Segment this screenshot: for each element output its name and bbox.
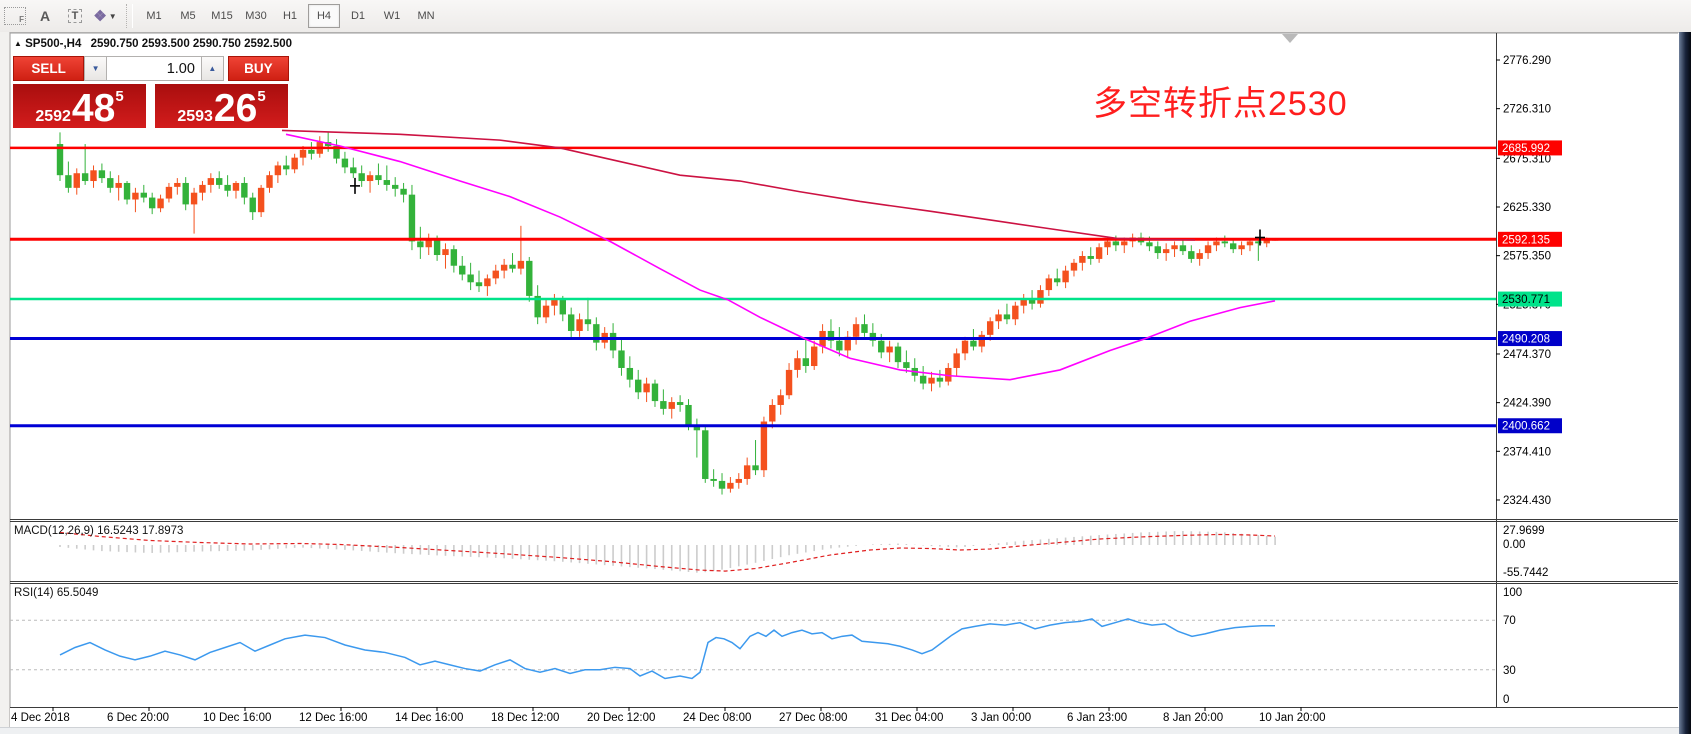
- sell-price-small: 2592: [35, 108, 71, 125]
- svg-text:24 Dec 08:00: 24 Dec 08:00: [683, 712, 751, 724]
- svg-text:2575.350: 2575.350: [1503, 251, 1551, 263]
- svg-text:2776.290: 2776.290: [1503, 55, 1551, 67]
- svg-text:18 Dec 12:00: 18 Dec 12:00: [491, 712, 559, 724]
- svg-text:2592.135: 2592.135: [1502, 234, 1550, 246]
- macd-pane: 27.9699 0.00 -55.7442: [59, 525, 1548, 579]
- chart-header: ▲ SP500-,H4 2590.750 2593.500 2590.750 2…: [14, 38, 292, 50]
- scroll-indicator-triangle[interactable]: [1282, 34, 1298, 43]
- svg-text:27.9699: 27.9699: [1503, 525, 1545, 537]
- svg-text:6 Dec 20:00: 6 Dec 20:00: [107, 712, 169, 724]
- svg-text:2685.992: 2685.992: [1502, 143, 1550, 155]
- svg-text:-55.7442: -55.7442: [1503, 567, 1548, 579]
- svg-text:2490.208: 2490.208: [1502, 334, 1550, 346]
- svg-text:12 Dec 16:00: 12 Dec 16:00: [299, 712, 367, 724]
- ohlc-values: 2590.750 2593.500 2590.750 2592.500: [90, 38, 293, 50]
- timeframe-group: M1 M5 M15 M30 H1 H4 D1 W1 MN: [137, 4, 443, 28]
- right-edge-strip: [1679, 32, 1691, 734]
- sell-price-big: 48: [71, 87, 116, 131]
- sell-price-sup: 5: [115, 88, 124, 105]
- buy-price-panel[interactable]: 2593 26 5: [155, 84, 288, 128]
- svg-text:100: 100: [1503, 587, 1522, 599]
- sell-button[interactable]: SELL: [13, 56, 85, 81]
- svg-text:2625.330: 2625.330: [1503, 202, 1551, 214]
- timeframe-button-mn[interactable]: MN: [417, 10, 435, 22]
- time-axis: 4 Dec 2018 6 Dec 20:00 10 Dec 16:00 12 Dec …: [11, 707, 1326, 724]
- collapse-arrow-icon[interactable]: ▲: [14, 39, 22, 48]
- volume-input[interactable]: [106, 56, 201, 81]
- svg-text:30: 30: [1503, 665, 1516, 677]
- timeframe-button-h4[interactable]: H4: [308, 4, 340, 28]
- svg-text:8 Jan 20:00: 8 Jan 20:00: [1163, 712, 1223, 724]
- timeframe-button-m5[interactable]: M5: [180, 10, 196, 22]
- text-box-glyph: T: [67, 9, 83, 23]
- level-lines-layer: [10, 146, 1496, 428]
- macd-label: MACD(12,26,9) 16.5243 17.8973: [14, 525, 184, 537]
- timeframe-button-w1[interactable]: W1: [383, 10, 401, 22]
- grid-f-icon[interactable]: F: [1, 3, 29, 29]
- left-edge-strip: [0, 32, 10, 734]
- text-label-icon[interactable]: A: [39, 8, 51, 24]
- volume-decrease-button[interactable]: ▼: [84, 56, 107, 81]
- timeframe-button-h1[interactable]: H1: [282, 10, 298, 22]
- top-toolbar: F A T ❖ ▼ M1 M5 M15 M30 H1 H4 D1 W1 MN: [0, 0, 1691, 33]
- svg-text:2424.390: 2424.390: [1503, 398, 1551, 410]
- buy-price-sup: 5: [257, 88, 266, 105]
- svg-text:3 Jan 00:00: 3 Jan 00:00: [971, 712, 1031, 724]
- grid-f-glyph: F: [4, 7, 26, 25]
- rsi-pane: 100 70 30 0: [10, 587, 1522, 706]
- rsi-label: RSI(14) 65.5049: [14, 587, 99, 599]
- price-axis: 2776.290 2726.310 2675.310 2625.330 2575.350…: [1496, 55, 1562, 507]
- one-click-trading-panel: SELL ▼ ▲ BUY 2592 48 5 2593 26 5: [13, 56, 289, 128]
- candles-layer: [56, 132, 1279, 495]
- svg-text:14 Dec 16:00: 14 Dec 16:00: [395, 712, 463, 724]
- svg-text:2530.771: 2530.771: [1502, 294, 1550, 306]
- svg-text:2400.662: 2400.662: [1502, 421, 1550, 433]
- svg-text:27 Dec 08:00: 27 Dec 08:00: [779, 712, 847, 724]
- svg-text:2675.310: 2675.310: [1503, 153, 1551, 165]
- moving-averages-layer: [281, 129, 1276, 381]
- sell-price-panel[interactable]: 2592 48 5: [13, 84, 146, 128]
- svg-text:0: 0: [1503, 694, 1509, 706]
- svg-text:31 Dec 04:00: 31 Dec 04:00: [875, 712, 943, 724]
- status-strip: [0, 727, 1679, 734]
- chart-annotation-text: 多空转折点2530: [1093, 85, 1348, 123]
- buy-price-small: 2593: [177, 108, 213, 125]
- svg-text:10 Jan 20:00: 10 Jan 20:00: [1259, 712, 1326, 724]
- volume-increase-button[interactable]: ▲: [200, 56, 224, 81]
- pane-borders: [9, 32, 1678, 708]
- svg-text:0.00: 0.00: [1503, 539, 1525, 551]
- toolbar-separator: [126, 4, 133, 28]
- svg-text:20 Dec 12:00: 20 Dec 12:00: [587, 712, 655, 724]
- timeframe-button-d1[interactable]: D1: [350, 10, 366, 22]
- cycle-arrows-glyph: ❖: [93, 8, 107, 25]
- svg-text:10 Dec 16:00: 10 Dec 16:00: [203, 712, 271, 724]
- cycle-arrows-icon[interactable]: ❖ ▼: [91, 3, 119, 29]
- buy-button[interactable]: BUY: [227, 56, 289, 81]
- chevron-down-icon: ▼: [108, 11, 117, 21]
- svg-text:70: 70: [1503, 615, 1516, 627]
- svg-text:2474.370: 2474.370: [1503, 349, 1551, 361]
- svg-text:2374.410: 2374.410: [1503, 446, 1551, 458]
- timeframe-button-m1[interactable]: M1: [146, 10, 162, 22]
- svg-text:6 Jan 23:00: 6 Jan 23:00: [1067, 712, 1127, 724]
- buy-price-big: 26: [213, 87, 258, 131]
- timeframe-button-m30[interactable]: M30: [245, 10, 267, 22]
- svg-text:2324.430: 2324.430: [1503, 495, 1551, 507]
- timeframe-button-m15[interactable]: M15: [211, 10, 233, 22]
- text-box-icon[interactable]: T: [61, 3, 89, 29]
- svg-text:2726.310: 2726.310: [1503, 104, 1551, 116]
- price-cross-markers: [350, 177, 1265, 246]
- svg-text:4 Dec 2018: 4 Dec 2018: [11, 712, 70, 724]
- symbol-period-label: SP500-,H4: [25, 38, 82, 50]
